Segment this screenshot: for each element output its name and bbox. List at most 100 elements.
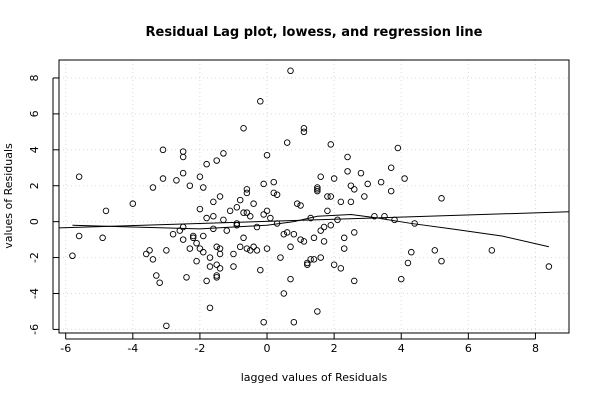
data-point <box>314 308 321 315</box>
plot-area-border <box>58 59 570 334</box>
data-point <box>397 275 405 283</box>
data-point <box>347 182 355 189</box>
data-point <box>324 207 331 215</box>
data-point <box>233 204 241 211</box>
data-point <box>210 198 217 206</box>
data-point <box>99 234 106 242</box>
data-point <box>129 200 137 207</box>
data-point <box>438 257 445 265</box>
data-point <box>200 184 207 191</box>
data-point <box>293 200 301 207</box>
data-point <box>193 239 200 247</box>
data-point <box>340 245 348 252</box>
data-point <box>394 144 402 152</box>
data-point <box>230 250 237 258</box>
data-point <box>159 175 167 182</box>
data-point <box>149 256 157 263</box>
data-point <box>327 193 335 200</box>
data-point <box>206 304 214 312</box>
data-point <box>330 261 338 269</box>
data-point <box>75 173 83 180</box>
data-point <box>186 245 194 252</box>
data-point <box>196 205 204 213</box>
data-point <box>236 243 244 251</box>
data-point <box>330 175 338 182</box>
data-point <box>351 186 358 193</box>
chart-title: Residual Lag plot, lowess, and regressio… <box>146 25 483 40</box>
data-point <box>361 193 368 200</box>
x-axis: -6 -4 -2 0 2 4 6 8 <box>60 333 539 355</box>
data-point <box>314 184 321 191</box>
data-point <box>210 225 217 233</box>
data-point <box>371 213 378 220</box>
data-point <box>250 200 257 207</box>
data-point <box>273 191 281 198</box>
y-tick-label: -4 <box>28 288 41 299</box>
data-point <box>387 187 395 195</box>
data-point <box>337 265 345 272</box>
data-point <box>287 275 294 283</box>
data-point <box>226 207 234 215</box>
y-tick-label: -2 <box>28 252 41 263</box>
data-point <box>300 238 308 245</box>
data-point <box>216 250 224 258</box>
data-point <box>317 227 324 234</box>
data-point <box>243 186 251 193</box>
data-point <box>320 238 328 245</box>
data-point <box>545 263 553 270</box>
y-axis-label: values of Residuals <box>2 143 15 249</box>
data-point <box>324 193 331 200</box>
data-point <box>75 232 83 240</box>
data-point <box>307 256 314 263</box>
data-point <box>300 124 308 132</box>
y-tick-label: 0 <box>28 218 41 225</box>
x-axis-label: lagged values of Residuals <box>241 371 388 384</box>
data-point <box>253 223 261 231</box>
data-point <box>246 213 254 220</box>
x-tick-label: 0 <box>264 342 271 355</box>
data-point <box>290 230 298 238</box>
grid <box>59 60 569 333</box>
data-point <box>257 98 264 105</box>
data-point <box>230 263 237 270</box>
data-point <box>236 196 244 204</box>
data-point <box>146 247 153 254</box>
data-point <box>156 279 163 286</box>
data-point <box>189 232 197 240</box>
data-point <box>263 151 271 159</box>
data-point <box>287 243 294 251</box>
x-tick-label: 6 <box>465 342 472 355</box>
lowess-line <box>72 213 549 248</box>
data-point <box>243 209 251 216</box>
data-point <box>193 257 200 265</box>
data-point <box>233 220 241 227</box>
data-point <box>163 322 170 330</box>
data-point <box>304 261 311 269</box>
data-point <box>387 164 395 172</box>
x-tick-label: -6 <box>60 342 71 355</box>
y-tick-label: 6 <box>28 110 41 117</box>
data-point <box>260 211 267 218</box>
data-point <box>260 180 267 188</box>
data-point <box>210 213 217 220</box>
data-point <box>263 245 271 252</box>
data-point <box>344 153 351 161</box>
x-tick-label: -4 <box>127 342 138 355</box>
data-point <box>263 207 271 215</box>
data-point <box>213 157 220 164</box>
data-point <box>488 247 496 254</box>
data-point <box>297 236 304 243</box>
data-point <box>280 230 288 238</box>
data-point <box>270 178 277 186</box>
data-point <box>283 229 291 236</box>
data-point <box>213 243 220 251</box>
data-point <box>304 259 311 267</box>
data-point <box>408 248 415 256</box>
data-point <box>203 277 210 285</box>
data-point <box>163 247 170 254</box>
data-point <box>216 265 224 272</box>
data-point <box>246 247 254 254</box>
data-point <box>283 139 291 146</box>
y-axis: -6 -4 -2 0 2 4 6 8 <box>28 74 59 335</box>
data-point <box>431 247 439 254</box>
